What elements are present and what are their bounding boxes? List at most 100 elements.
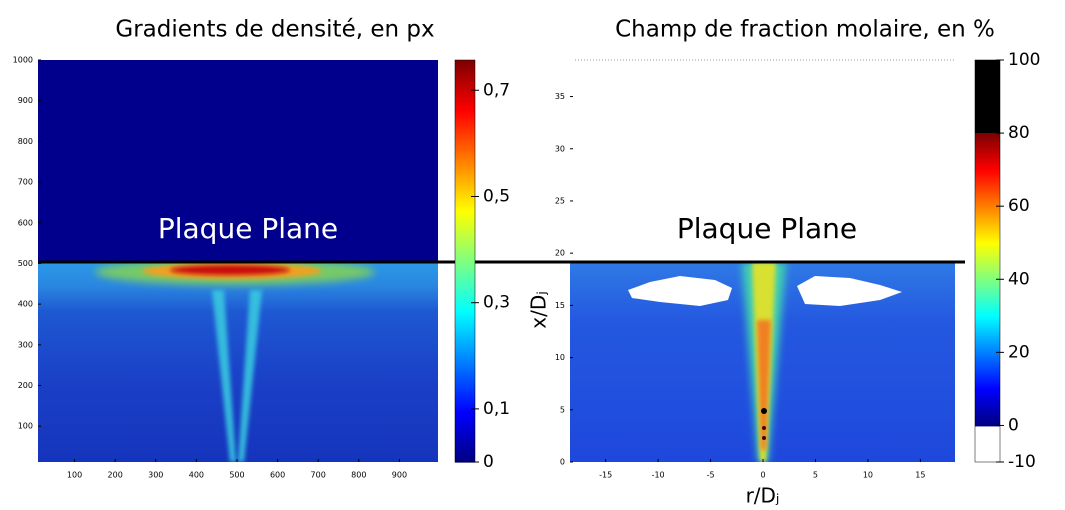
colorbar-cell xyxy=(975,307,1000,310)
colorbar-cell xyxy=(455,441,475,445)
colorbar-cell xyxy=(975,347,1000,351)
colorbar-cell xyxy=(975,200,1000,204)
colorbar-cell xyxy=(455,240,475,244)
y-axis-label: x/Dⱼ xyxy=(527,291,551,328)
colorbar-cell xyxy=(455,122,475,125)
colorbar-cell xyxy=(455,188,475,192)
y-tick-label: 5 xyxy=(560,405,565,414)
colorbar-cell xyxy=(455,375,475,379)
colorbar-cell xyxy=(975,351,1000,355)
colorbar-cell xyxy=(975,182,1000,186)
colorbar-cell xyxy=(975,168,1000,172)
colorbar-cell xyxy=(975,170,1000,174)
colorbar-cell xyxy=(455,383,475,387)
colorbar-cell xyxy=(975,457,1000,461)
x-tick-label: 0 xyxy=(760,471,765,480)
colorbar-cell xyxy=(975,218,1000,222)
x-tick-label: 15 xyxy=(915,471,925,480)
colorbar-tick-label: 100 xyxy=(1008,50,1040,70)
x-tick-label: -5 xyxy=(707,471,715,480)
colorbar-cell xyxy=(975,186,1000,190)
colorbar-cell xyxy=(455,447,475,451)
colorbar-cell xyxy=(455,331,475,334)
colorbar-tick-label: 80 xyxy=(1008,123,1030,143)
colorbar-cell xyxy=(455,351,475,355)
colorbar-cell xyxy=(455,289,475,292)
colorbar-cell xyxy=(975,445,1000,449)
colorbar-cell xyxy=(975,447,1000,451)
colorbar-cell xyxy=(455,76,475,79)
colorbar-cell xyxy=(975,433,1000,437)
colorbar-cell xyxy=(455,427,475,431)
colorbar-cell xyxy=(975,293,1000,296)
y-tick-label: 10 xyxy=(555,353,565,362)
y-tick-label: 500 xyxy=(18,259,33,268)
colorbar-cell xyxy=(455,453,475,457)
colorbar-cell xyxy=(455,222,475,226)
colorbar-cell xyxy=(975,273,1000,276)
colorbar-cell xyxy=(975,102,1000,105)
colorbar-cell xyxy=(455,457,475,461)
colorbar-cell xyxy=(975,128,1000,131)
colorbar-cell xyxy=(975,162,1000,166)
colorbar-tick-label: -10 xyxy=(1008,452,1036,472)
colorbar-cell xyxy=(455,106,475,109)
colorbar-cell xyxy=(455,118,475,121)
colorbar-cell xyxy=(455,409,475,413)
y-tick-label: 100 xyxy=(18,422,33,431)
colorbar-cell xyxy=(455,361,475,365)
colorbar-cell xyxy=(975,194,1000,198)
colorbar-cell xyxy=(975,86,1000,89)
x-axis-label: r/Dⱼ xyxy=(746,484,780,508)
colorbar-cell xyxy=(975,234,1000,238)
colorbar-cell xyxy=(455,309,475,312)
colorbar-cell xyxy=(975,375,1000,379)
colorbar-cell xyxy=(975,192,1000,196)
colorbar-cell xyxy=(975,224,1000,228)
colorbar-cell xyxy=(975,385,1000,389)
colorbar-cell xyxy=(455,242,475,246)
colorbar-cell xyxy=(975,74,1000,77)
colorbar-cell xyxy=(455,64,475,67)
colorbar-cell xyxy=(455,315,475,318)
x-tick-label: -10 xyxy=(652,471,665,480)
colorbar-cell xyxy=(975,144,1000,148)
colorbar-cell xyxy=(455,60,475,63)
colorbar-cell xyxy=(975,419,1000,423)
colorbar-cell xyxy=(455,313,475,316)
colorbar-cell xyxy=(455,196,475,200)
colorbar-cell xyxy=(975,202,1000,206)
colorbar-cell xyxy=(455,154,475,158)
colorbar-cell xyxy=(455,160,475,164)
colorbar-cell xyxy=(975,261,1000,264)
colorbar-cell xyxy=(975,355,1000,359)
colorbar-cell xyxy=(975,250,1000,254)
colorbar-cell xyxy=(975,92,1000,95)
colorbar-cell xyxy=(975,84,1000,87)
colorbar-cell xyxy=(455,150,475,154)
colorbar-cell xyxy=(975,206,1000,210)
colorbar-cell xyxy=(975,341,1000,345)
colorbar-cell xyxy=(455,148,475,152)
colorbar-cell xyxy=(455,226,475,230)
colorbar-cell xyxy=(975,403,1000,407)
colorbar-cell xyxy=(975,78,1000,81)
colorbar-cell xyxy=(455,178,475,182)
colorbar-cell xyxy=(455,238,475,242)
colorbar-cell xyxy=(455,391,475,395)
colorbar-cell xyxy=(975,148,1000,152)
colorbar-cell xyxy=(975,104,1000,107)
colorbar-cell xyxy=(975,184,1000,188)
colorbar-cell xyxy=(455,385,475,389)
colorbar-cell xyxy=(455,419,475,423)
colorbar-cell xyxy=(975,411,1000,415)
colorbar-cell xyxy=(455,299,475,302)
colorbar-cell xyxy=(455,258,475,262)
colorbar-cell xyxy=(975,373,1000,377)
colorbar-cell xyxy=(455,433,475,437)
colorbar-cell xyxy=(975,289,1000,292)
colorbar-cell xyxy=(455,176,475,180)
colorbar-cell xyxy=(455,120,475,123)
colorbar-cell xyxy=(975,315,1000,318)
colorbar-cell xyxy=(975,269,1000,272)
